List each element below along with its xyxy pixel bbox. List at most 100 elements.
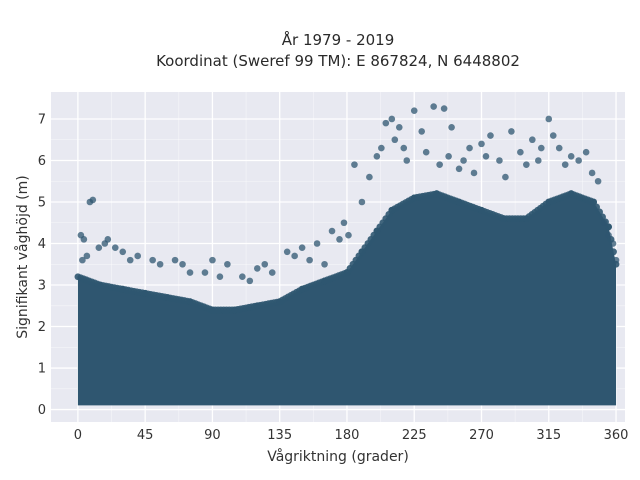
data-point (549, 132, 557, 139)
data-point (336, 236, 343, 243)
data-point (179, 260, 186, 268)
data-point (545, 115, 553, 123)
data-point (612, 256, 620, 264)
data-point (373, 153, 381, 160)
data-point (403, 157, 411, 164)
data-point (445, 153, 452, 160)
data-point (523, 161, 530, 168)
data-point (502, 173, 509, 181)
data-point (391, 136, 399, 144)
cloud-edge-point (590, 198, 598, 206)
x-tick-label: 315 (536, 428, 561, 443)
data-point (422, 148, 430, 156)
x-tick-label: 225 (402, 428, 427, 443)
data-point (79, 256, 86, 264)
data-point (605, 231, 612, 239)
data-point (268, 269, 276, 276)
x-tick-label: 135 (267, 428, 292, 443)
data-point (537, 144, 545, 152)
x-tick-label: 270 (469, 428, 494, 443)
data-point (80, 236, 88, 243)
data-point (156, 260, 164, 268)
data-point (134, 252, 141, 260)
data-point (224, 260, 231, 268)
y-tick-label: 5 (38, 196, 46, 211)
dense-point-cloud (77, 193, 617, 406)
data-point (313, 240, 321, 247)
data-point (104, 236, 112, 243)
data-point (306, 256, 313, 264)
cloud-edge-point (596, 208, 603, 216)
data-point (149, 256, 156, 264)
data-point (378, 144, 385, 152)
data-point (382, 119, 390, 127)
chart-subtitle: Koordinat (Sweref 99 TM): E 867824, N 64… (156, 52, 520, 70)
data-point (171, 256, 179, 264)
chart-title: År 1979 - 2019 (282, 30, 395, 49)
data-point (487, 132, 494, 139)
data-point (448, 123, 455, 131)
data-point (594, 177, 602, 185)
data-point (388, 115, 396, 123)
y-tick-label: 3 (38, 279, 46, 294)
data-point (529, 136, 536, 144)
data-point (436, 161, 443, 168)
data-point (567, 153, 575, 160)
data-point (517, 148, 524, 156)
data-point (328, 227, 336, 235)
data-point (298, 244, 306, 251)
data-point (186, 269, 194, 276)
data-point (291, 252, 298, 260)
data-points (74, 103, 620, 406)
data-point (460, 157, 467, 164)
y-tick-label: 2 (38, 320, 46, 335)
data-point (345, 231, 352, 239)
y-tick-label: 1 (38, 362, 46, 377)
data-point (126, 256, 134, 264)
data-point (609, 240, 617, 247)
cloud-edge-point (605, 223, 612, 231)
data-point (440, 105, 448, 112)
data-point (95, 244, 103, 251)
y-tick-label: 6 (38, 154, 46, 169)
x-axis-title: Vågriktning (grader) (267, 448, 409, 465)
data-point (83, 252, 91, 260)
cloud-edge-point (610, 248, 617, 256)
data-point (575, 157, 582, 164)
data-point (508, 128, 515, 135)
data-point (209, 256, 216, 264)
data-point (216, 273, 224, 281)
data-point (466, 144, 473, 152)
x-tick-label: 90 (204, 428, 221, 443)
data-point (239, 273, 246, 281)
data-point (340, 219, 348, 227)
data-point (455, 165, 463, 173)
data-point (351, 161, 358, 168)
y-tick-label: 7 (38, 112, 46, 127)
data-point (261, 260, 269, 268)
data-point (253, 265, 261, 272)
data-point (600, 219, 608, 227)
data-point (535, 157, 542, 164)
data-point (321, 260, 328, 268)
data-point (89, 196, 97, 204)
y-axis-title: Signifikant våghöjd (m) (14, 175, 31, 338)
x-tick-label: 360 (604, 428, 629, 443)
data-point (410, 107, 418, 114)
data-point (561, 161, 569, 168)
cloud-edge-point (599, 213, 606, 221)
data-point (418, 128, 426, 135)
data-point (400, 144, 408, 152)
data-point (201, 269, 209, 276)
y-tick-label: 0 (38, 403, 46, 418)
data-point (588, 169, 596, 177)
x-tick-label: 45 (137, 428, 154, 443)
data-point (395, 123, 403, 131)
x-tick-label: 0 (74, 428, 82, 443)
data-point (111, 244, 119, 251)
data-point (430, 103, 437, 110)
data-point (366, 173, 373, 181)
data-point (496, 157, 503, 164)
data-point (119, 248, 127, 256)
